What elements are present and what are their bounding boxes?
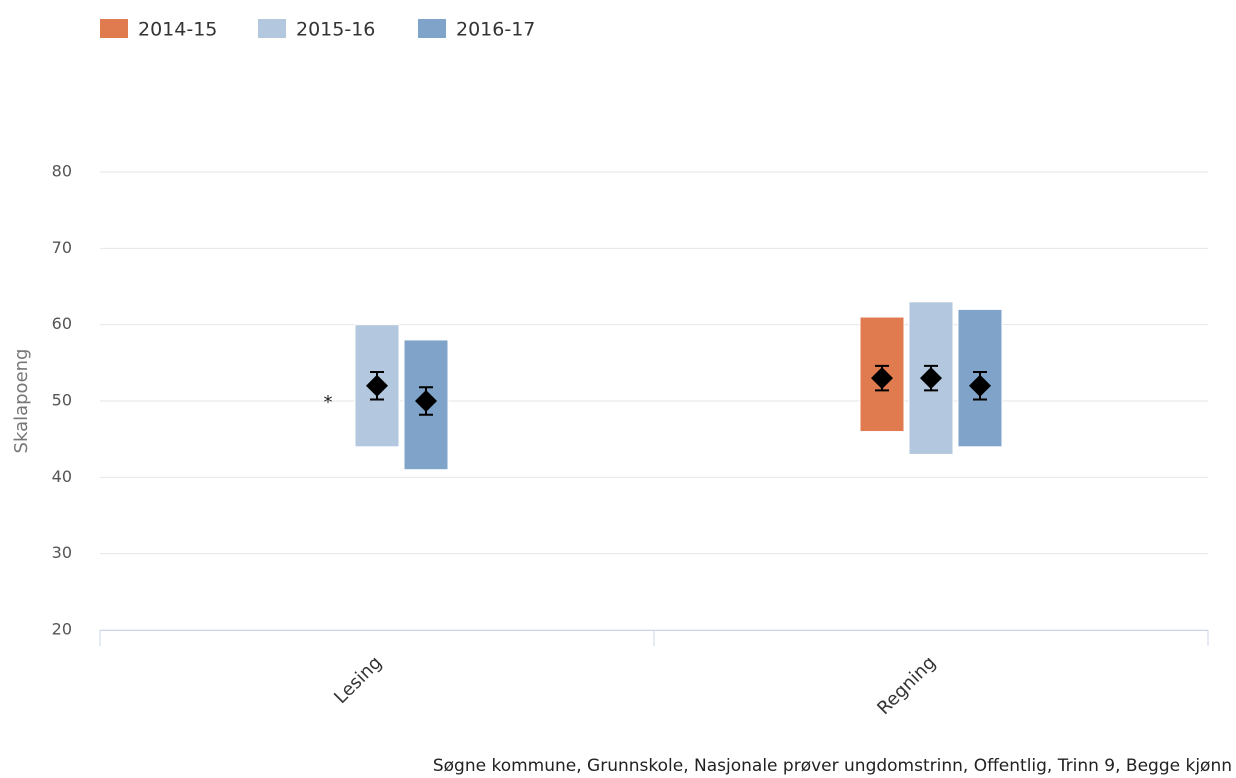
legend-swatch — [258, 19, 286, 38]
mean-marker — [871, 367, 893, 390]
x-tick-label: Regning — [873, 652, 940, 719]
legend-swatch — [100, 19, 128, 38]
y-tick-label: 20 — [52, 620, 72, 639]
y-tick-label: 80 — [52, 162, 72, 181]
caption: Søgne kommune, Grunnskole, Nasjonale prø… — [433, 756, 1232, 776]
missing-marker: * — [324, 392, 333, 413]
mean-marker — [920, 367, 942, 390]
y-tick-label: 60 — [52, 314, 72, 333]
y-axis-label: Skalapoeng — [11, 349, 32, 454]
y-tick-label: 70 — [52, 238, 72, 257]
mean-marker — [969, 374, 991, 397]
legend-label: 2016-17 — [456, 19, 535, 41]
legend-label: 2015-16 — [296, 19, 375, 41]
y-tick-label: 40 — [52, 467, 72, 486]
legend-label: 2014-15 — [138, 19, 217, 41]
x-tick-label: Lesing — [330, 652, 386, 708]
legend-swatch — [418, 19, 446, 38]
y-tick-label: 30 — [52, 543, 72, 562]
mean-marker — [366, 374, 388, 397]
y-tick-label: 50 — [52, 391, 72, 410]
mean-marker — [415, 390, 437, 412]
